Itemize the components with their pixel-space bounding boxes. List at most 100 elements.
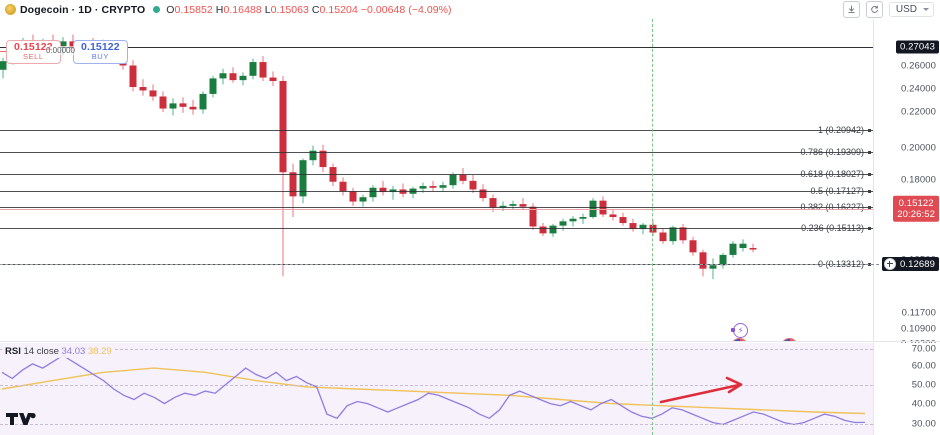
fibonacci-level-line[interactable] [0, 152, 873, 153]
candle [299, 160, 307, 197]
candle [289, 172, 297, 197]
candle [349, 191, 357, 202]
spread-value: 0.00000 [45, 46, 76, 55]
candle [149, 90, 157, 97]
candle [689, 240, 697, 253]
candle [0, 61, 7, 70]
candle [629, 223, 637, 230]
live-status-dot-icon [153, 6, 161, 13]
price-chart-pane[interactable]: 1 (0.20942) 0.786 (0.19309) 0.618 (0.18027… [0, 19, 873, 341]
us-flag-event-icon[interactable] [781, 338, 798, 341]
fibonacci-level-line[interactable] [0, 207, 873, 208]
chevron-down-icon [923, 8, 929, 11]
candle [499, 205, 507, 208]
candle [319, 150, 327, 168]
candle [479, 189, 487, 199]
high-label: H [215, 3, 224, 16]
rsi-tick: 30.00 [911, 418, 936, 430]
current-price-value: 0.15122 [898, 197, 934, 209]
candle [389, 189, 397, 193]
fibonacci-level-label: 0.786 (0.19309) [800, 147, 871, 157]
rsi-legend[interactable]: RSI 14 close 34.03 38.29 [2, 345, 115, 358]
candle [259, 62, 267, 78]
sell-order-line [0, 51, 6, 52]
candle [219, 73, 227, 79]
rsi-guide-line [0, 385, 873, 386]
price-scale[interactable]: 0.280000.260000.240000.220000.200000.180… [865, 19, 940, 350]
lightning-badge-icon[interactable]: ⚡ [731, 323, 748, 338]
candle [639, 224, 647, 230]
price-tick: 0.11700 [901, 307, 936, 319]
candle [579, 217, 587, 219]
last-close-price-tag: 0.27043 [895, 40, 939, 54]
candle [529, 206, 537, 227]
fibonacci-level-label: 0.382 (0.16227) [800, 202, 871, 212]
open-label: O [166, 3, 175, 16]
candle [739, 243, 747, 249]
candle [59, 41, 67, 47]
price-tick: 0.24000 [900, 83, 936, 95]
symbol-title[interactable]: Dogecoin · 1D · CRYPTO [20, 3, 146, 16]
candle [429, 186, 437, 188]
candle [279, 80, 287, 173]
candle [709, 265, 717, 269]
currency-selector[interactable]: USD [888, 2, 934, 17]
download-icon[interactable] [842, 1, 860, 18]
rsi-tick: 70.00 [911, 343, 936, 355]
fibonacci-level-line[interactable] [0, 130, 873, 131]
rsi-guide-line [0, 424, 873, 425]
fibonacci-level-line[interactable] [0, 191, 873, 192]
rsi-tick: 40.00 [911, 398, 936, 410]
sell-order-widget[interactable]: 0.15122 SELL [6, 40, 61, 64]
chart-header: Dogecoin · 1D · CRYPTO O0.15852 H0.16488… [0, 0, 940, 19]
price-tick: 0.20000 [900, 142, 936, 154]
fibonacci-level-line[interactable] [0, 228, 873, 229]
buy-price: 0.15122 [81, 41, 120, 53]
candle [419, 186, 427, 189]
currency-label: USD [895, 4, 917, 15]
current-price-time: 20:26:52 [897, 209, 935, 220]
candle [549, 225, 557, 234]
add-alert-plus-icon[interactable] [883, 258, 896, 270]
candle [459, 174, 467, 181]
tradingview-logo-icon[interactable] [6, 411, 36, 427]
low-label: L [264, 3, 271, 16]
candle [269, 77, 277, 81]
dogecoin-coin-icon [5, 4, 16, 15]
rsi-line [1, 367, 866, 415]
crosshair-dash-icon [865, 264, 879, 265]
fibonacci-level-label: 1 (0.20942) [818, 125, 871, 135]
current-price-tag: 0.15122 20:26:52 [893, 195, 939, 223]
us-flag-event-icon[interactable] [731, 338, 748, 341]
pane-divider [0, 341, 940, 342]
refresh-icon[interactable] [865, 1, 883, 18]
fibonacci-level-line[interactable] [0, 174, 873, 175]
candle [189, 106, 197, 110]
candlestick-series [0, 34, 757, 280]
candle [729, 243, 737, 255]
rsi-ma-value: 38.29 [87, 346, 112, 357]
candle [339, 181, 347, 192]
candle [659, 232, 667, 242]
header-actions: USD [842, 1, 940, 18]
last-close-line [0, 47, 873, 48]
buy-order-widget[interactable]: 0.15122 BUY [73, 40, 128, 64]
candle [439, 185, 447, 188]
crosshair-price-tag: 0.12689 [865, 257, 939, 271]
candle [609, 214, 617, 218]
price-tick: 0.10900 [900, 323, 936, 335]
candle [719, 254, 727, 266]
rsi-indicator-pane[interactable] [0, 343, 873, 435]
candle [129, 65, 137, 88]
low-value: 0.15063 [270, 3, 309, 16]
candle [589, 200, 597, 218]
candle [509, 204, 517, 206]
rsi-scale[interactable]: 70.00 60.00 50.00 40.00 30.00 [873, 343, 940, 435]
close-value: 0.15204 [319, 3, 358, 16]
candle [169, 103, 177, 109]
sell-price: 0.15122 [14, 41, 53, 53]
vertical-time-marker [652, 19, 653, 341]
candle [449, 174, 457, 186]
candle [539, 226, 547, 234]
